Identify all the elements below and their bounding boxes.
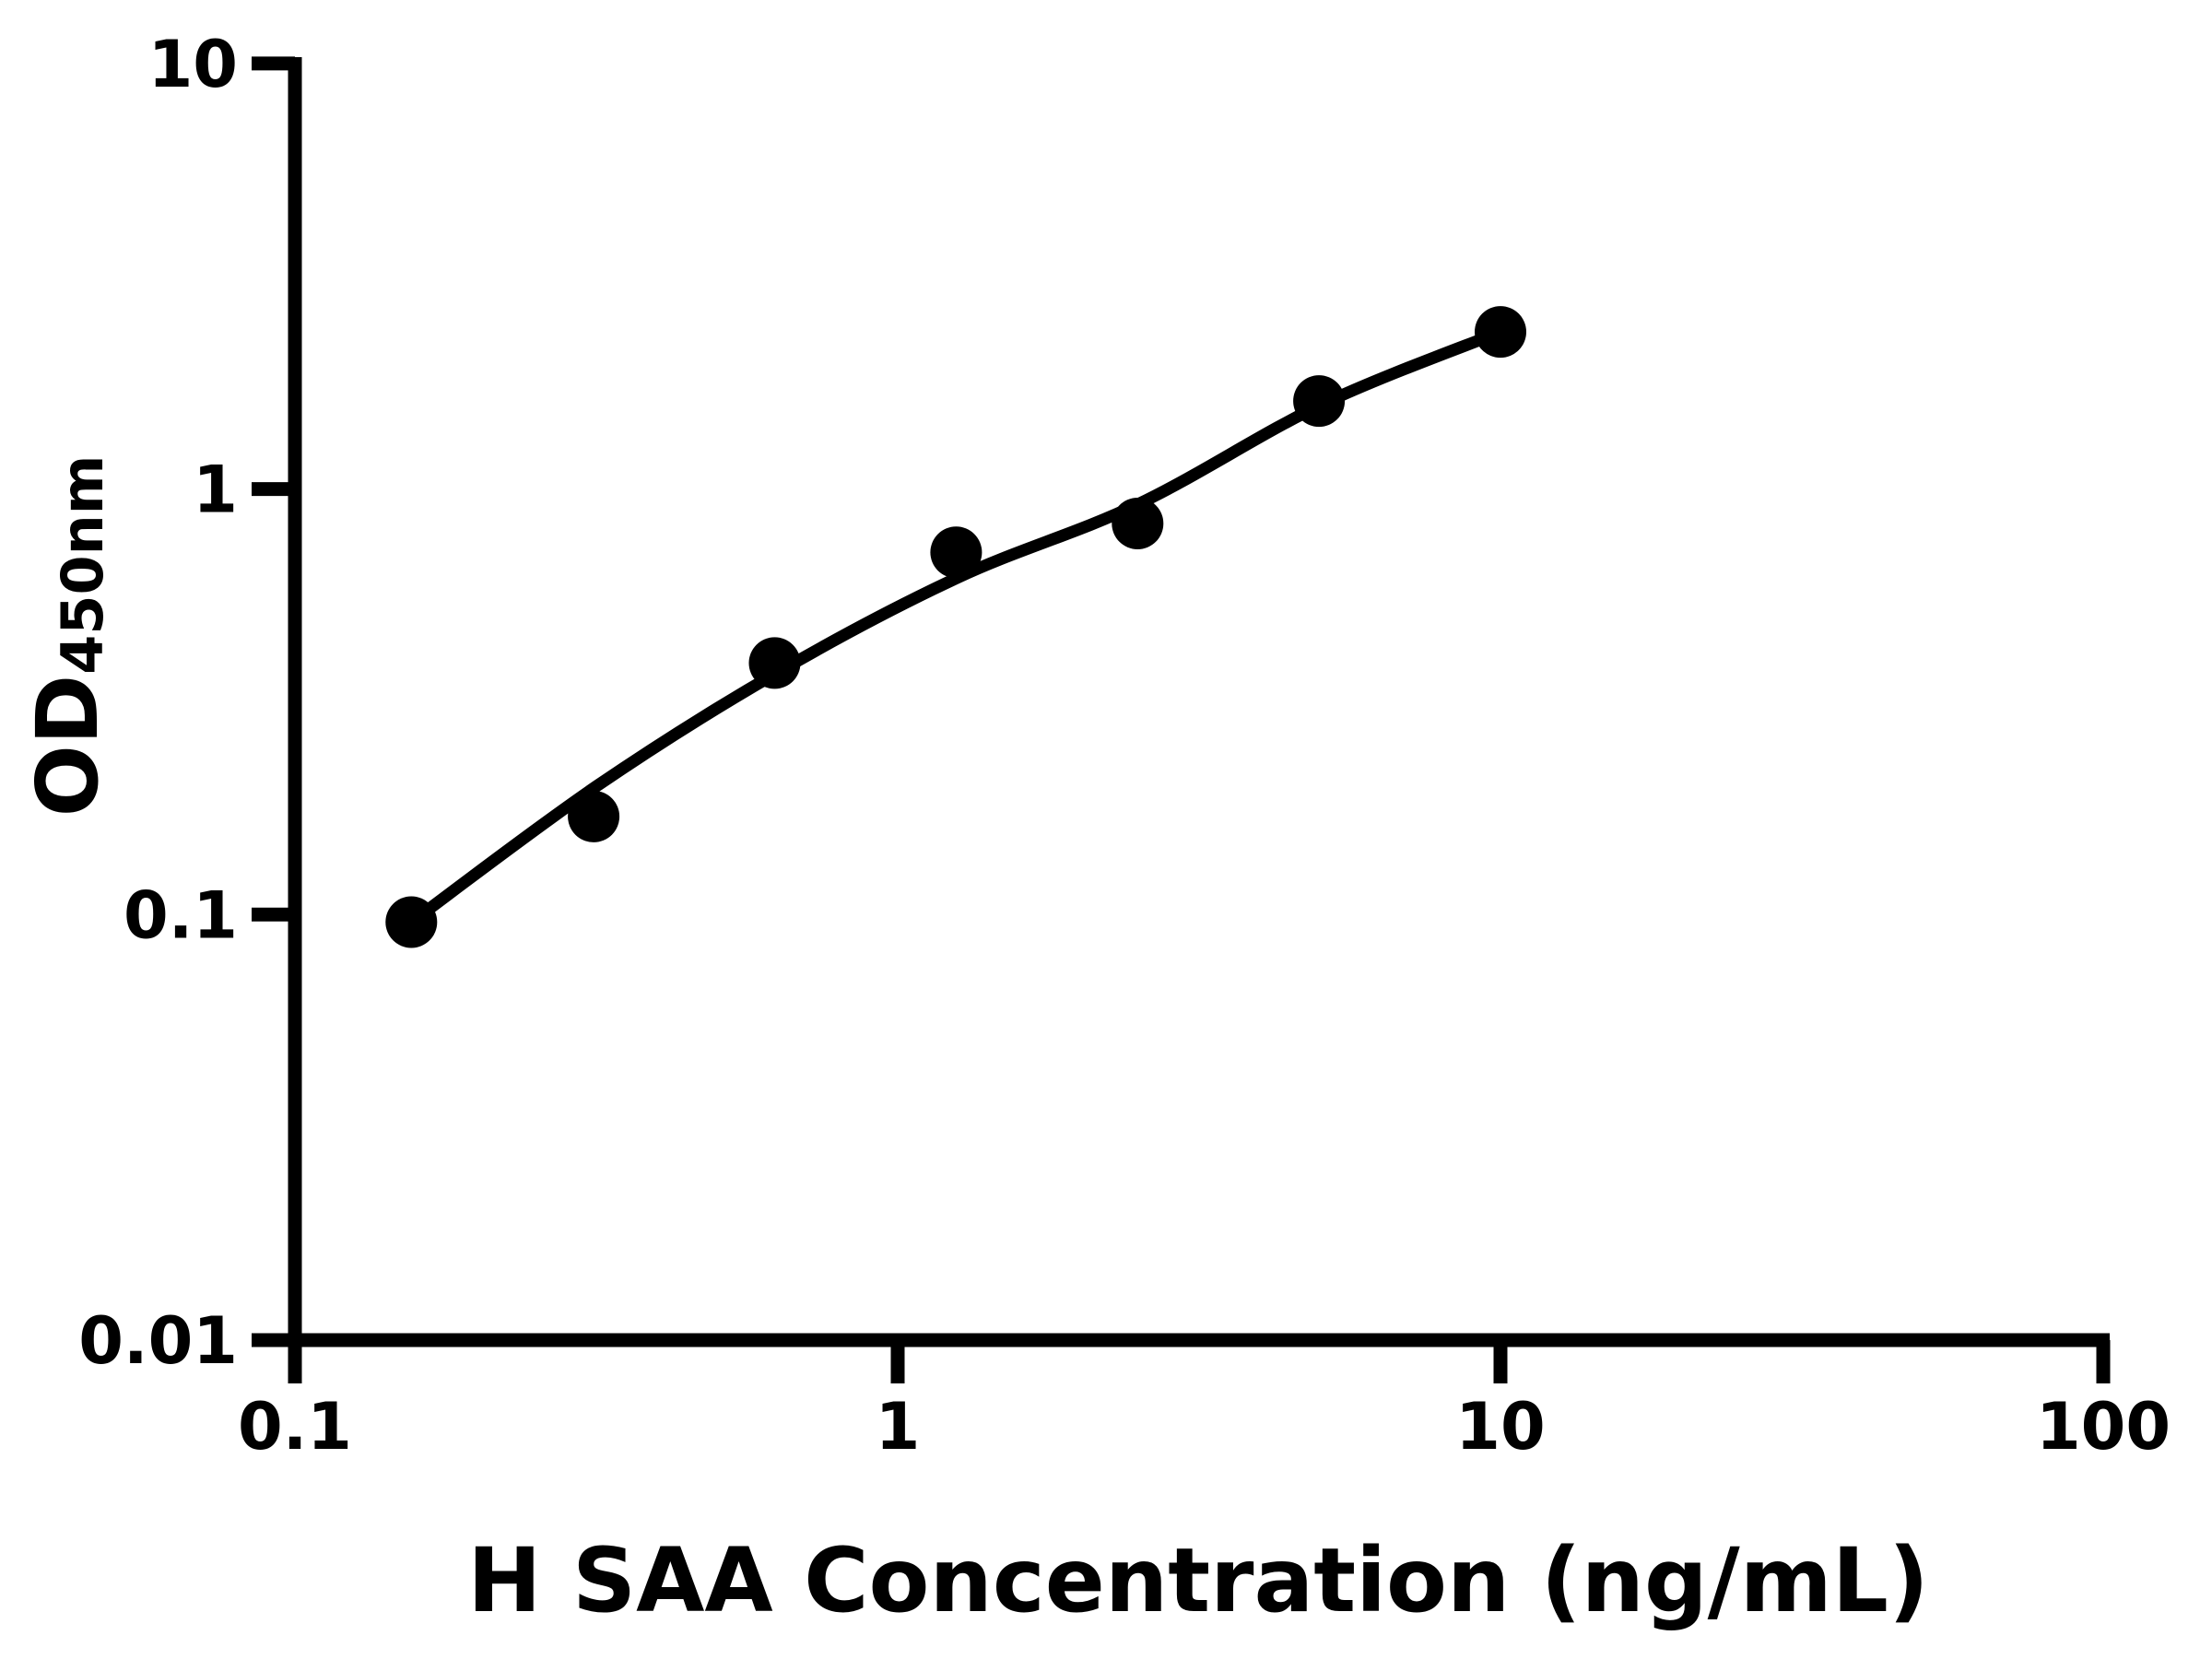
data-point: [568, 790, 620, 842]
data-point: [1475, 306, 1526, 359]
x-tick-label: 1: [876, 1389, 921, 1465]
y-axis-title-text: OD450nm: [18, 455, 117, 818]
y-axis-title-subscript: 450nm: [49, 455, 116, 675]
y-axis-title-main: OD: [18, 675, 117, 818]
data-points: [385, 306, 1526, 948]
data-point: [1293, 375, 1346, 428]
data-point: [385, 896, 438, 948]
x-axis-ticks: 0.1 1 10 100: [238, 1340, 2171, 1465]
x-axis-title: H SAA Concentration (ng/mL): [467, 1529, 1929, 1632]
data-point: [748, 637, 801, 689]
y-axis-title: OD450nm: [18, 455, 117, 818]
y-axis-ticks: 0.01 0.1 1 10: [78, 27, 295, 1379]
data-point: [930, 526, 982, 579]
x-tick-label: 0.1: [238, 1389, 352, 1465]
x-tick-label: 100: [2036, 1389, 2171, 1465]
y-tick-label: 0.01: [78, 1303, 238, 1379]
y-tick-label: 0.1: [124, 877, 238, 953]
y-tick-label: 10: [148, 27, 238, 102]
y-tick-label: 1: [193, 453, 238, 528]
x-tick-label: 10: [1455, 1389, 1545, 1465]
data-point: [1112, 498, 1164, 549]
